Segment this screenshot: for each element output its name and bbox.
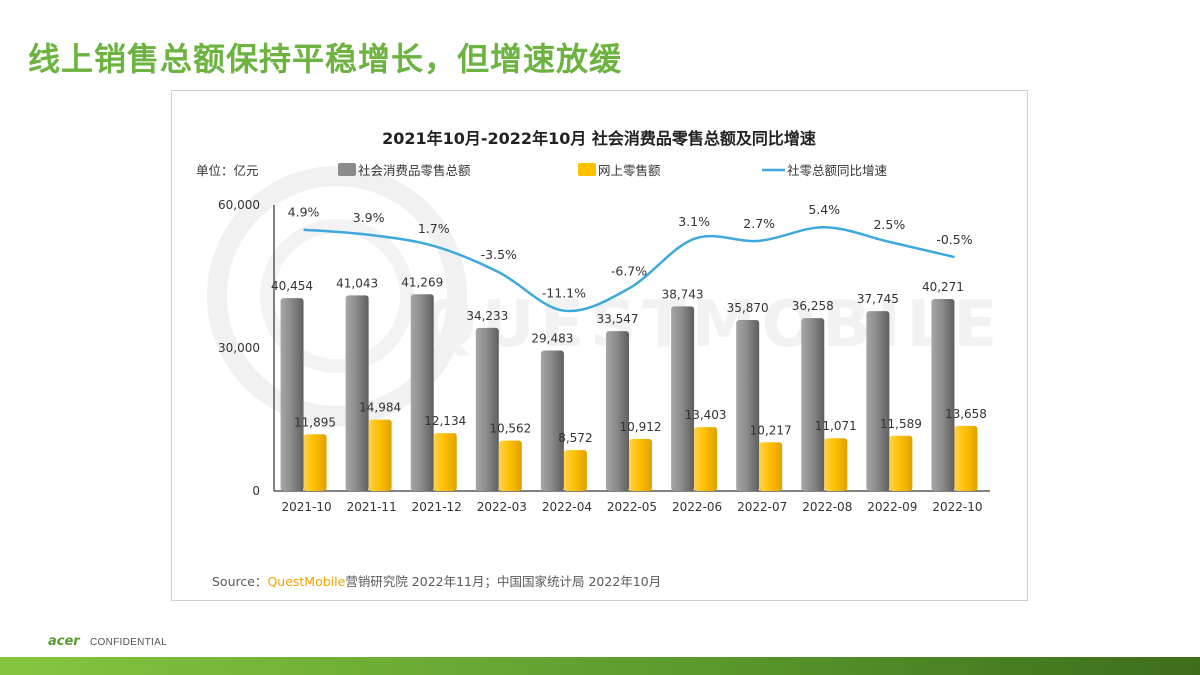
bar-online-label: 10,562	[489, 422, 531, 436]
bar-online	[824, 438, 848, 491]
legend-swatch-online	[578, 163, 596, 176]
yoy-label: 1.7%	[418, 221, 450, 236]
bar-total-label: 41,269	[401, 275, 443, 289]
x-tick-label: 2022-10	[932, 500, 982, 514]
bar-total	[931, 299, 955, 491]
source-prefix: Source：	[212, 574, 268, 589]
yoy-label: 5.4%	[808, 202, 840, 217]
yoy-label: 3.9%	[353, 210, 385, 225]
y-tick-label: 0	[252, 484, 260, 498]
watermark-ring	[207, 166, 467, 426]
watermark-text: QUESTMOBILE	[422, 288, 1003, 362]
bar-total-label: 33,547	[597, 312, 639, 326]
bar-online	[694, 427, 718, 491]
source-brand: QuestMobile	[267, 574, 346, 589]
bar-online	[433, 433, 457, 491]
yoy-label: 2.7%	[743, 216, 775, 231]
bar-total	[866, 311, 890, 491]
y-tick-label: 60,000	[218, 198, 260, 212]
bar-total-label: 38,743	[662, 287, 704, 301]
bar-online-label: 14,984	[359, 401, 401, 415]
yoy-label: 2.5%	[873, 217, 905, 232]
bar-online-label: 11,589	[880, 417, 922, 431]
bar-total	[736, 320, 760, 491]
bar-total-label: 40,271	[922, 280, 964, 294]
bar-online-label: 10,217	[750, 423, 792, 437]
x-tick-label: 2021-12	[412, 500, 462, 514]
yoy-label: -3.5%	[481, 247, 517, 262]
legend-label-total: 社会消费品零售总额	[358, 163, 471, 178]
bar-total	[410, 294, 434, 491]
bar-total-label: 34,233	[466, 309, 508, 323]
bar-online	[889, 435, 913, 491]
bar-online	[303, 434, 327, 491]
yoy-label: 3.1%	[678, 214, 710, 229]
bar-online	[368, 419, 392, 491]
bar-total	[540, 350, 564, 491]
chart-svg: QUESTMOBILE 2021年10月-2022年10月 社会消费品零售总额及同…	[196, 129, 1003, 514]
unit-label: 单位：亿元	[196, 163, 259, 178]
bar-online	[759, 442, 783, 491]
x-tick-label: 2021-10	[281, 500, 331, 514]
x-tick-label: 2022-09	[867, 500, 917, 514]
confidential-label: CONFIDENTIAL	[90, 637, 167, 648]
bar-total-label: 36,258	[792, 299, 834, 313]
legend-label-yoy: 社零总额同比增速	[787, 163, 888, 178]
chart-source: Source：QuestMobile营销研究院 2022年11月；中国国家统计局…	[212, 571, 661, 590]
x-tick-label: 2022-07	[737, 500, 787, 514]
x-tick-label: 2021-11	[347, 500, 397, 514]
chart-title: 2021年10月-2022年10月 社会消费品零售总额及同比增速	[382, 129, 816, 148]
bar-online	[954, 425, 978, 491]
bar-total	[280, 298, 304, 491]
yoy-label: -11.1%	[542, 286, 586, 301]
bar-online	[563, 450, 587, 491]
x-tick-label: 2022-08	[802, 500, 852, 514]
legend-swatch-total	[338, 163, 356, 176]
acer-logo: acer	[48, 634, 80, 649]
bar-online-label: 12,134	[424, 414, 466, 428]
bar-online-label: 11,071	[815, 419, 857, 433]
bar-total	[801, 318, 825, 491]
x-tick-label: 2022-04	[542, 500, 592, 514]
bar-total	[606, 331, 629, 491]
legend-label-online: 网上零售额	[598, 163, 661, 178]
chart-panel: QUESTMOBILE 2021年10月-2022年10月 社会消费品零售总额及同…	[171, 90, 1028, 601]
bar-online-label: 10,912	[620, 420, 662, 434]
bar-total	[345, 295, 369, 491]
bar-total-label: 41,043	[336, 276, 378, 290]
y-tick-label: 30,000	[218, 341, 260, 355]
bar-total-label: 35,870	[727, 301, 769, 315]
footer-bar	[0, 657, 1200, 675]
x-tick-label: 2022-06	[672, 500, 722, 514]
watermark-ring-inner	[260, 219, 414, 373]
source-rest: 营销研究院 2022年11月；中国国家统计局 2022年10月	[345, 574, 662, 589]
bar-online	[629, 438, 652, 491]
slide-title: 线上销售总额保持平稳增长，但增速放缓	[28, 40, 623, 78]
bar-online	[498, 440, 522, 491]
yoy-label: -0.5%	[936, 232, 972, 247]
bar-total-label: 37,745	[857, 292, 899, 306]
x-tick-label: 2022-03	[477, 500, 527, 514]
bar-total	[475, 327, 499, 491]
bar-total-label: 40,454	[271, 279, 313, 293]
bar-online-label: 8,572	[558, 431, 592, 445]
yoy-label: 4.9%	[288, 205, 320, 220]
x-tick-label: 2022-05	[607, 500, 657, 514]
bar-online-label: 13,403	[685, 408, 727, 422]
yoy-label: -6.7%	[611, 263, 647, 278]
bar-online-label: 13,658	[945, 407, 987, 421]
bar-online-label: 11,895	[294, 415, 336, 429]
bar-total	[671, 306, 695, 491]
bar-total-label: 29,483	[531, 331, 573, 345]
yoy-growth-line	[303, 225, 955, 313]
